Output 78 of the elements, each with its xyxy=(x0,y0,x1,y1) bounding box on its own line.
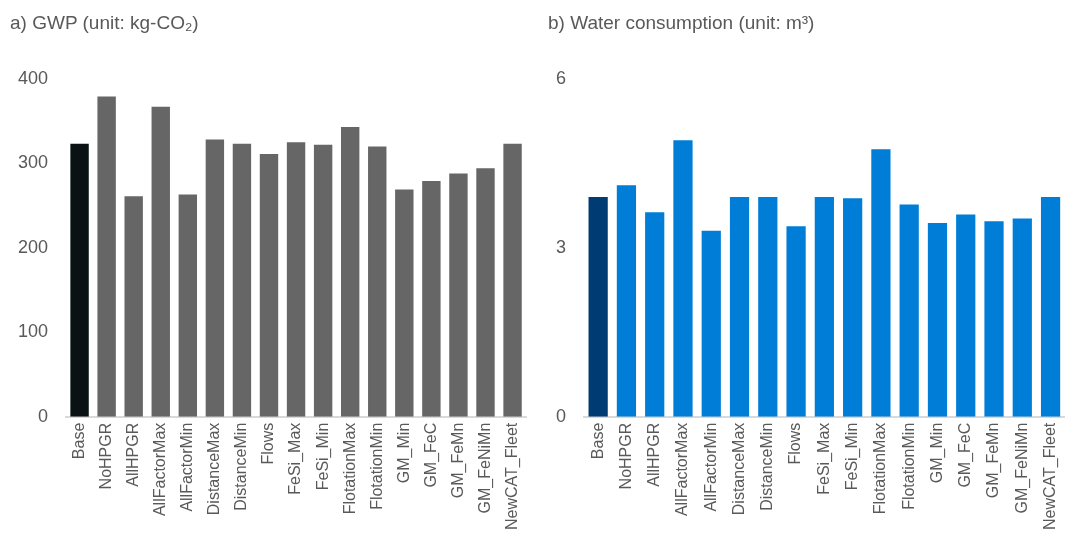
x-tick-label: GM_FeMn xyxy=(984,422,1003,499)
x-tick-label: FlotationMin xyxy=(367,422,385,510)
bar xyxy=(340,126,360,417)
x-tick-label: NewCAT_Fleet xyxy=(502,422,521,531)
x-tick-label: FlotationMin xyxy=(899,422,917,510)
chart-title: a) GWP (unit: kg-CO₂) xyxy=(10,12,199,34)
x-tick-label: Base xyxy=(588,422,606,460)
x-tick-label: AllFactorMax xyxy=(673,422,691,517)
bar xyxy=(286,142,306,417)
bar xyxy=(178,194,198,417)
bar xyxy=(124,196,143,417)
chart-title: b) Water consumption (unit: m³) xyxy=(548,12,815,34)
x-tick-label: FeSi_Min xyxy=(843,422,862,491)
bar xyxy=(843,198,863,417)
x-tick-label: Flows xyxy=(786,422,804,465)
bar xyxy=(151,106,170,417)
bar xyxy=(503,143,522,417)
x-tick-label: FlotationMax xyxy=(871,422,889,515)
x-tick-label: AllFactorMax xyxy=(151,422,169,517)
x-tick-label: Flows xyxy=(259,422,277,465)
bar xyxy=(673,140,693,417)
y-tick-label: 200 xyxy=(17,236,49,257)
x-tick-label: FeSi_Min xyxy=(313,422,332,491)
x-tick-label: AllHPGR xyxy=(124,422,142,487)
bar xyxy=(956,214,976,417)
bar xyxy=(899,204,919,417)
bar xyxy=(729,197,750,417)
bar xyxy=(97,96,116,417)
bar xyxy=(313,144,333,417)
x-tick-label: DistanceMax xyxy=(729,422,747,516)
x-tick-label: NewCAT_Fleet xyxy=(1040,422,1059,531)
x-tick-label: NoHPGR xyxy=(616,422,634,490)
bar xyxy=(588,197,608,417)
x-tick-label: GM_FeC xyxy=(956,422,975,488)
x-tick-label: GM_FeMn xyxy=(448,422,467,499)
x-tick-label: DistanceMin xyxy=(758,422,776,511)
x-tick-label: AllHPGR xyxy=(645,422,663,487)
bar xyxy=(476,168,495,417)
y-tick-label: 0 xyxy=(38,405,49,426)
x-tick-label: GM_FeNiMn xyxy=(475,422,494,514)
bar xyxy=(70,143,89,417)
y-tick-label: 100 xyxy=(17,321,49,342)
bar xyxy=(259,153,279,417)
y-tick-label: 300 xyxy=(17,152,49,173)
bar xyxy=(232,143,252,417)
bar xyxy=(814,197,834,417)
y-tick-label: 3 xyxy=(556,236,567,257)
bar xyxy=(871,149,891,417)
x-tick-label: NoHPGR xyxy=(97,422,115,490)
x-tick-label: AllFactorMin xyxy=(178,422,196,512)
x-tick-label: GM_Min xyxy=(394,422,413,484)
x-tick-label: GM_Min xyxy=(927,422,946,484)
x-tick-label: Base xyxy=(69,422,87,460)
bar xyxy=(422,181,441,417)
bar xyxy=(786,226,806,417)
bar xyxy=(1040,197,1061,417)
bar xyxy=(927,222,948,417)
x-tick-label: FeSi_Max xyxy=(286,422,305,495)
y-tick-label: 0 xyxy=(556,405,567,426)
bar xyxy=(368,146,387,417)
bar xyxy=(984,221,1004,417)
y-tick-label: 400 xyxy=(17,67,49,88)
bar xyxy=(701,230,721,417)
bar xyxy=(616,185,637,417)
bar xyxy=(449,173,468,417)
x-tick-label: FlotationMax xyxy=(340,422,358,515)
x-tick-label: GM_FeNiMn xyxy=(1012,422,1031,514)
bar xyxy=(645,212,665,417)
bar xyxy=(395,189,414,417)
x-tick-label: DistanceMax xyxy=(205,422,223,516)
y-tick-label: 6 xyxy=(556,67,567,88)
x-tick-label: GM_FeC xyxy=(421,422,440,488)
bar xyxy=(205,139,225,417)
x-tick-label: FeSi_Max xyxy=(814,422,833,495)
x-tick-label: DistanceMin xyxy=(232,422,250,511)
bar xyxy=(1012,218,1032,417)
bar xyxy=(758,197,778,417)
x-tick-label: AllFactorMin xyxy=(701,422,719,512)
